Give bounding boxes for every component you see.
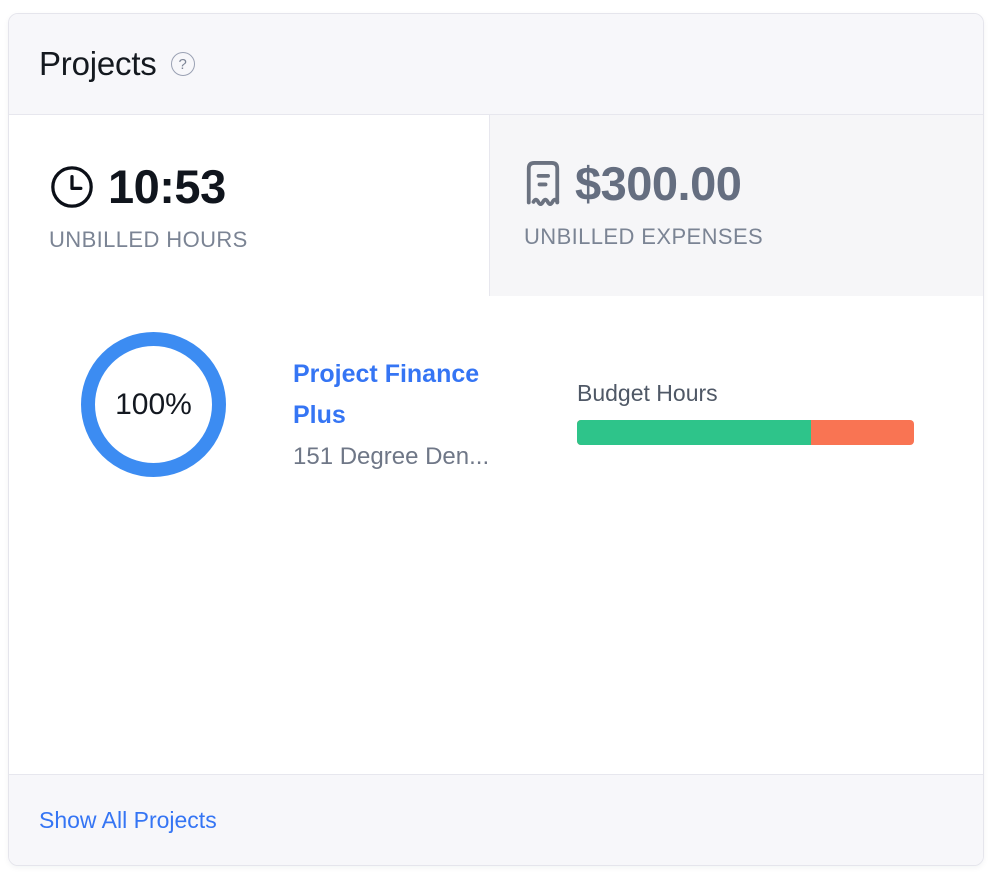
budget-hours-label: Budget Hours: [577, 380, 718, 406]
widget-title: Projects: [39, 45, 157, 82]
budget-hours-section: Budget Hours: [577, 380, 914, 445]
unbilled-expenses-value: $300.00: [575, 157, 742, 210]
stat-tabs: 10:53 UNBILLED HOURS $300.00 UNBILLED EX…: [9, 115, 983, 296]
project-info: Project Finance Plus 151 Degree Den...: [293, 354, 511, 477]
tab-unbilled-hours[interactable]: 10:53 UNBILLED HOURS: [9, 115, 489, 296]
project-list: 100% Project Finance Plus 151 Degree Den…: [9, 296, 983, 774]
clock-icon: [51, 165, 93, 208]
unbilled-hours-value: 10:53: [108, 160, 226, 213]
project-progress-value: 100%: [115, 387, 192, 421]
tab-unbilled-expenses[interactable]: $300.00 UNBILLED EXPENSES: [489, 115, 983, 296]
project-name-link[interactable]: Project Finance Plus: [293, 360, 480, 429]
receipt-icon: [526, 161, 560, 206]
question-circle-icon[interactable]: ?: [170, 52, 195, 76]
budget-hours-used-segment: [577, 420, 812, 445]
unbilled-hours-label: UNBILLED HOURS: [49, 227, 248, 252]
show-all-projects-link[interactable]: Show All Projects: [39, 806, 217, 833]
budget-hours-bar: [577, 420, 914, 445]
widget-footer: Show All Projects: [9, 774, 983, 865]
project-client: 151 Degree Den...: [293, 443, 490, 470]
unbilled-expenses-stat: $300.00: [524, 156, 983, 211]
projects-widget: Projects ? 10:53 UNBILLED HOURS: [8, 13, 984, 866]
unbilled-expenses-label: UNBILLED EXPENSES: [524, 224, 764, 249]
unbilled-hours-stat: 10:53: [49, 159, 489, 214]
project-progress-ring: 100%: [81, 332, 226, 477]
widget-header: Projects ?: [9, 14, 983, 115]
